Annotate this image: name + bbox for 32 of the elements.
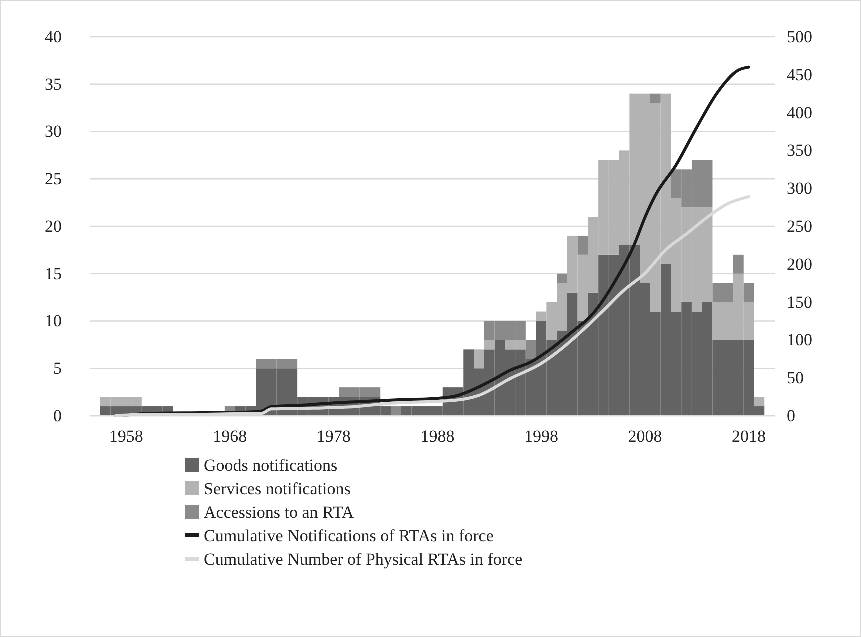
y-tick-label: 5: [54, 359, 62, 378]
y2-tick-label: 200: [787, 254, 812, 274]
legend-label: Goods notifications: [204, 456, 338, 475]
y-tick-label: 10: [45, 312, 62, 331]
y-tick-label: 25: [45, 170, 62, 189]
x-tick-label: 1998: [524, 427, 558, 446]
y-tick-label: 30: [45, 122, 62, 142]
x-tick-label: 1978: [316, 427, 351, 446]
y-tick-label: 20: [45, 216, 62, 236]
legend-label: Services notifications: [204, 480, 351, 498]
x-tick-label: 2018: [732, 427, 766, 446]
y2-tick-label: 250: [787, 216, 812, 236]
y-tick-label: 0: [54, 406, 62, 426]
y2-tick-label: 450: [787, 65, 812, 84]
y-tick-label: 35: [45, 74, 62, 94]
y2-tick-label: 400: [787, 103, 812, 122]
legend-label: Cumulative Notifications of RTAs in force: [204, 526, 494, 546]
y2-tick-label: 350: [787, 141, 812, 160]
y2-tick-label: 100: [787, 330, 812, 350]
x-tick-label: 1988: [420, 427, 455, 446]
x-tick-label: 2008: [628, 427, 662, 446]
x-tick-label: 1958: [109, 427, 144, 446]
x-tick-label: 1968: [213, 427, 248, 446]
y-tick-label: 15: [45, 264, 62, 284]
legend-label: Accessions to an RTA: [204, 503, 355, 522]
y-tick-label: 40: [45, 27, 62, 46]
y2-tick-label: 0: [787, 406, 796, 426]
y2-tick-label: 150: [787, 292, 812, 312]
y2-tick-label: 500: [787, 27, 812, 46]
legend-label: Cumulative Number of Physical RTAs in force: [204, 550, 523, 569]
y2-tick-label: 300: [787, 179, 812, 198]
y2-tick-label: 50: [787, 368, 804, 388]
